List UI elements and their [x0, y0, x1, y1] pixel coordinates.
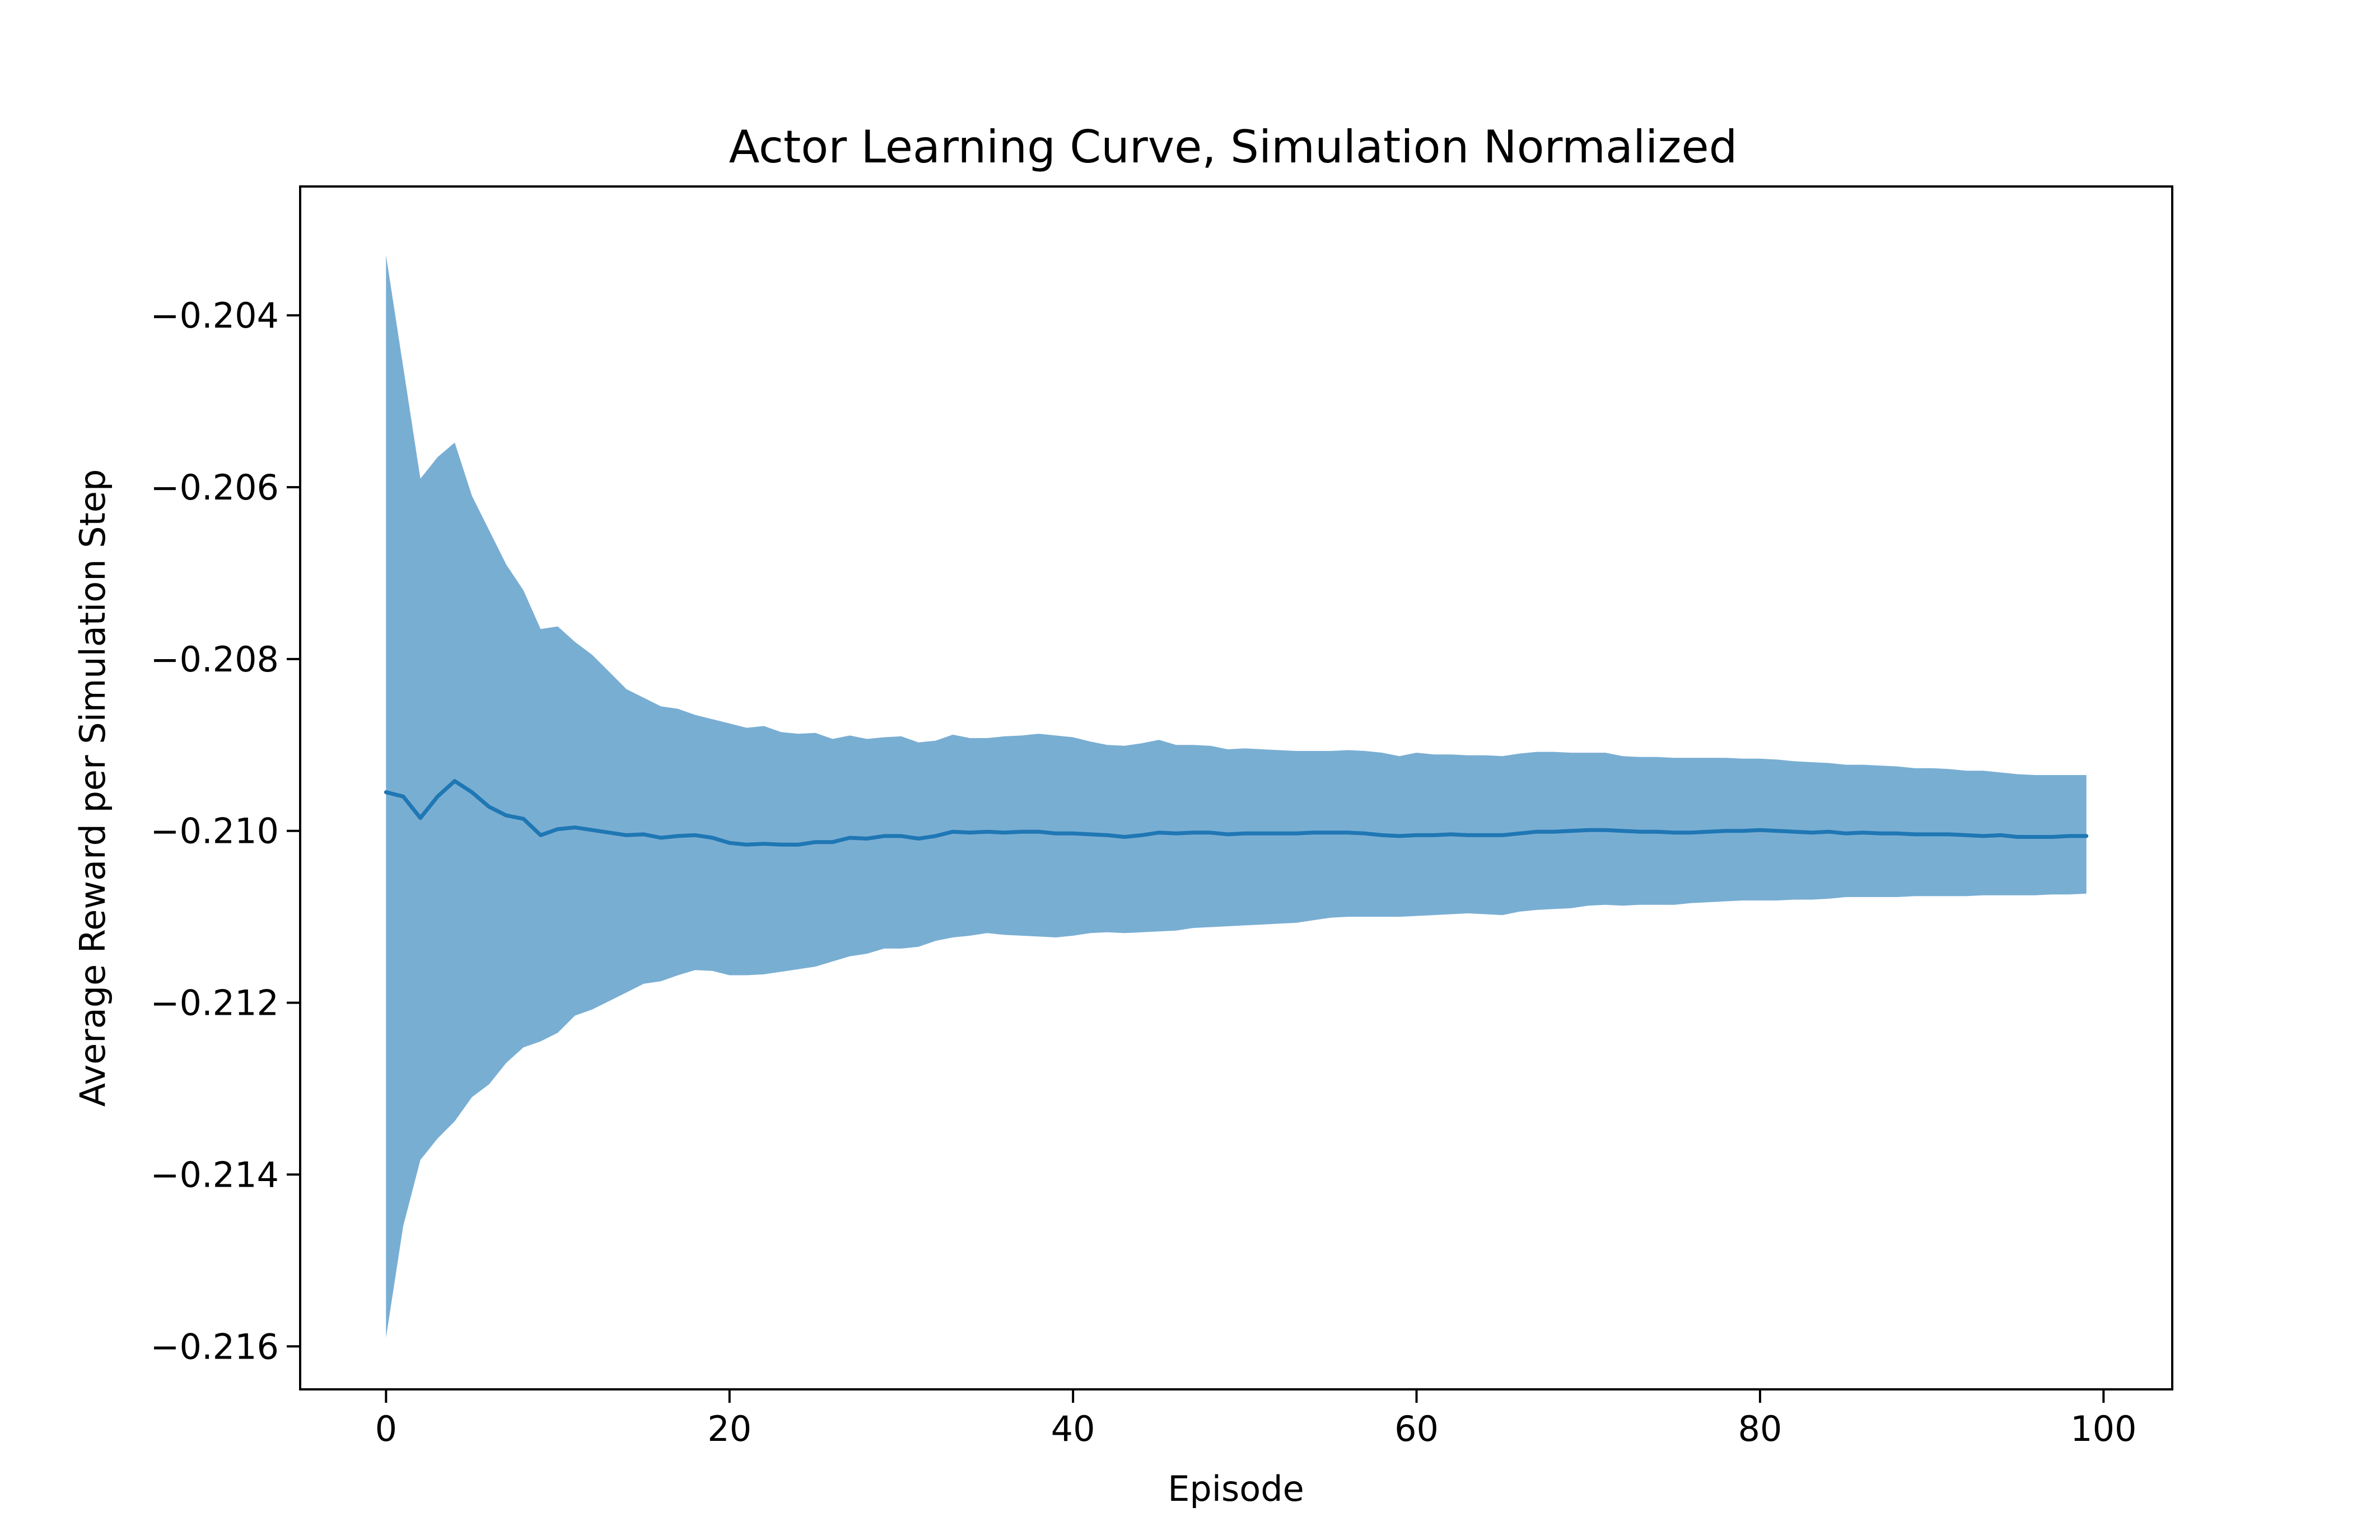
std-band-layer	[386, 255, 2087, 1338]
y-tick-label: −0.210	[151, 811, 279, 852]
x-tick-label: 20	[707, 1408, 752, 1449]
x-tick-label: 60	[1394, 1408, 1439, 1449]
y-axis-label: Average Reward per Simulation Step	[72, 469, 113, 1107]
y-tick-label: −0.204	[151, 295, 279, 336]
std-band	[386, 255, 2087, 1338]
plot-frame	[299, 185, 2173, 1390]
y-tick-label: −0.214	[151, 1154, 279, 1195]
y-tick-label: −0.206	[151, 467, 279, 508]
y-tick-label: −0.208	[151, 639, 279, 680]
y-tick-label: −0.212	[151, 983, 279, 1024]
mean-line-layer	[384, 779, 2089, 847]
y-tick-label: −0.216	[151, 1326, 279, 1367]
y-axis: −0.204 −0.206 −0.208 −0.210 −0.212 −0.214 −0.2…	[151, 295, 300, 1367]
x-tick-label: 80	[1738, 1408, 1782, 1449]
x-axis: 0 20 40 60 80 100	[375, 1389, 2136, 1449]
x-tick-label: 0	[375, 1408, 397, 1449]
x-tick-label: 100	[2070, 1408, 2136, 1449]
x-tick-label: 40	[1051, 1408, 1095, 1449]
mean-reward-line	[384, 779, 2089, 847]
x-axis-label: Episode	[1168, 1468, 1304, 1509]
chart-title: Actor Learning Curve, Simulation Normali…	[729, 121, 1738, 173]
